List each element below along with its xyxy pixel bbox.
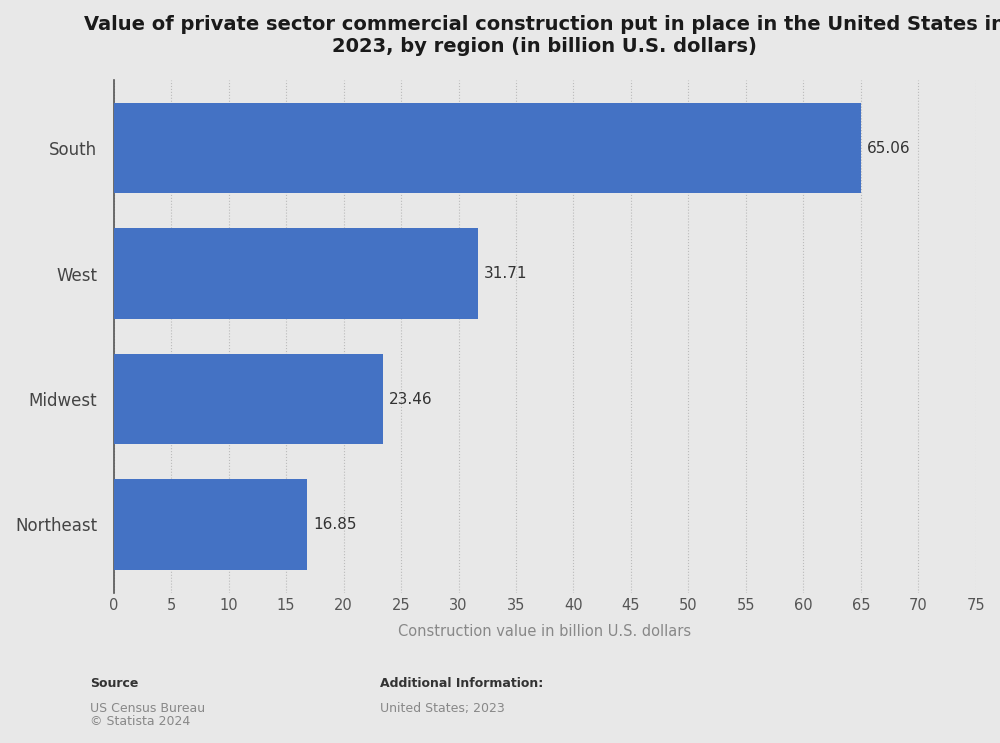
Bar [114, 229, 478, 319]
X-axis label: Construction value in billion U.S. dollars: Construction value in billion U.S. dolla… [398, 624, 691, 639]
Title: Value of private sector commercial construction put in place in the United State: Value of private sector commercial const… [84, 15, 1000, 56]
Text: United States; 2023: United States; 2023 [380, 702, 505, 715]
Text: Additional Information:: Additional Information: [380, 678, 543, 690]
Text: 65.06: 65.06 [867, 140, 911, 156]
Bar [114, 354, 383, 444]
Text: 16.85: 16.85 [313, 517, 357, 532]
Bar [114, 479, 307, 570]
Text: 31.71: 31.71 [484, 266, 527, 281]
Bar [114, 103, 861, 193]
Text: © Statista 2024: © Statista 2024 [90, 715, 190, 727]
Text: 23.46: 23.46 [389, 392, 433, 406]
Text: US Census Bureau: US Census Bureau [90, 702, 205, 715]
Text: Source: Source [90, 678, 138, 690]
